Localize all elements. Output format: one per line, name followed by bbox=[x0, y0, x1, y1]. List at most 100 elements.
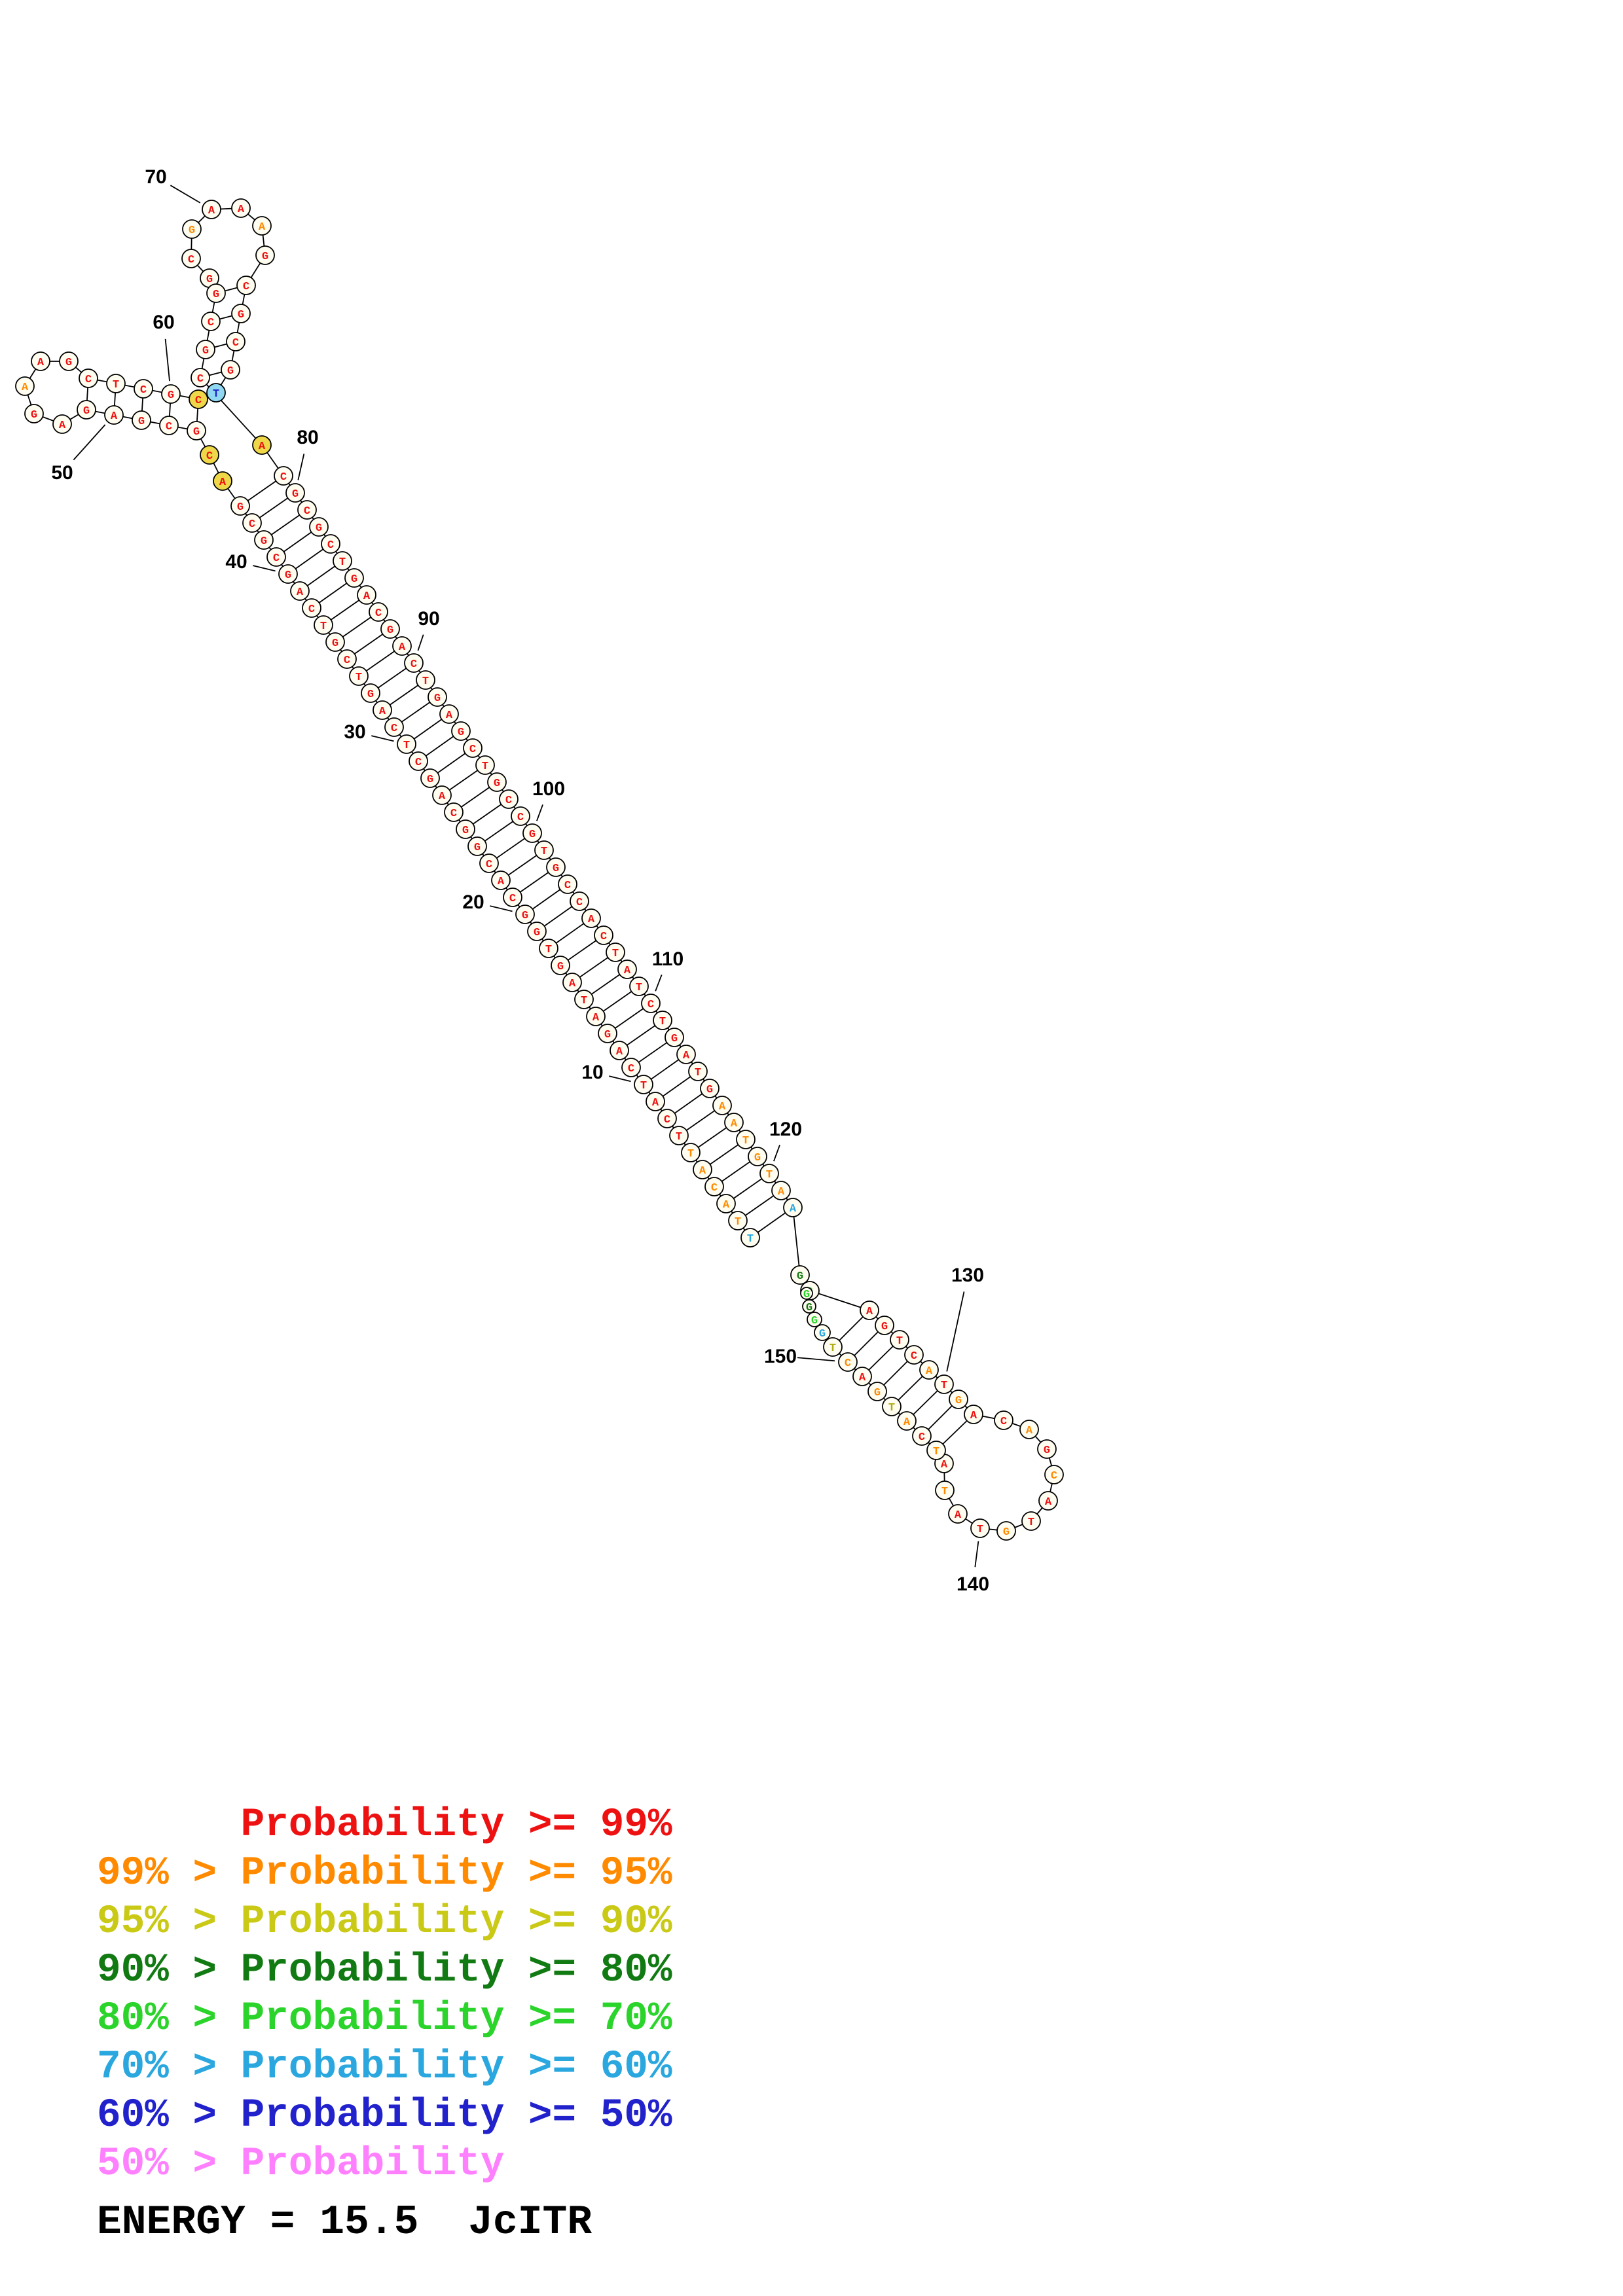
nucleotide: G bbox=[487, 772, 507, 792]
nucleotide-letter: G bbox=[332, 637, 338, 650]
nucleotide-letter: G bbox=[529, 829, 536, 841]
nucleotide: G bbox=[196, 340, 215, 359]
nucleotide-letter: C bbox=[273, 552, 280, 565]
nucleotide: G bbox=[546, 857, 566, 877]
position-label: 70 bbox=[145, 166, 166, 188]
nucleotide-letter: C bbox=[517, 812, 524, 824]
nucleotide: T bbox=[736, 1130, 756, 1149]
nucleotide: C bbox=[479, 853, 499, 873]
nucleotide-letter: C bbox=[280, 471, 287, 484]
nucleotide: G bbox=[187, 421, 206, 440]
nucleotides: TTACATTCATCAGATAGTGGCACGGCAGCTCAGTCGTCAG… bbox=[15, 198, 1064, 1541]
nucleotide-letter: G bbox=[285, 569, 291, 582]
nucleotide: C bbox=[274, 466, 293, 486]
nucleotide-letter: A bbox=[719, 1101, 726, 1113]
nucleotide: T bbox=[759, 1164, 779, 1183]
nucleotide-letter: C bbox=[375, 607, 382, 620]
nucleotide-letter: A bbox=[238, 204, 245, 216]
nucleotide-letter: T bbox=[403, 740, 410, 752]
nucleotide-letter: G bbox=[474, 842, 481, 854]
nucleotide: G bbox=[522, 823, 542, 843]
nucleotide-letter: C bbox=[410, 658, 417, 671]
nucleotide: C bbox=[159, 416, 179, 435]
nucleotide-letter: C bbox=[206, 450, 213, 463]
nucleotide: G bbox=[278, 564, 298, 584]
nucleotide-letter: A bbox=[446, 709, 453, 722]
nucleotide: A bbox=[357, 585, 376, 605]
nucleotide: C bbox=[657, 1109, 677, 1128]
nucleotide-letter: C bbox=[304, 505, 310, 518]
nucleotide: C bbox=[558, 874, 577, 894]
nucleotide-letter: A bbox=[683, 1050, 690, 1062]
nucleotide: T bbox=[416, 670, 435, 690]
nucleotide-letter: A bbox=[111, 410, 118, 423]
nucleotide-letter: C bbox=[600, 931, 607, 943]
nucleotide-letter: C bbox=[628, 1063, 634, 1075]
nucleotide-letter: T bbox=[941, 1380, 947, 1392]
nucleotide: A bbox=[52, 414, 72, 434]
position-label: 110 bbox=[652, 948, 684, 970]
nucleotide-letter: G bbox=[434, 692, 441, 705]
nucleotide-letter: C bbox=[188, 254, 194, 266]
nucleotide-letter: G bbox=[534, 927, 540, 939]
nucleotide: T bbox=[669, 1126, 689, 1145]
nucleotide-letter: T bbox=[612, 948, 619, 960]
nucleotide-letter: G bbox=[292, 488, 299, 501]
nucleotide: C bbox=[444, 802, 464, 822]
nucleotide-letter: G bbox=[494, 778, 500, 790]
nucleotide-letter: C bbox=[450, 808, 457, 820]
nucleotide-letter: G bbox=[797, 1270, 803, 1283]
nucleotide-letter: A bbox=[859, 1372, 866, 1384]
nucleotide: A bbox=[676, 1045, 696, 1064]
nucleotide-letter: G bbox=[427, 774, 433, 786]
nucleotide-letter: T bbox=[213, 388, 219, 401]
nucleotide: C bbox=[191, 368, 210, 387]
nucleotide: T bbox=[629, 977, 649, 996]
nucleotide: A bbox=[432, 785, 452, 805]
nucleotide: C bbox=[236, 276, 256, 295]
nucleotide: A bbox=[213, 471, 232, 491]
nucleotide: A bbox=[439, 704, 459, 724]
nucleotide-letter: G bbox=[462, 825, 469, 837]
nucleotide: C bbox=[181, 249, 201, 268]
nucleotide-letter: C bbox=[85, 374, 92, 386]
nucleotide: G bbox=[665, 1028, 684, 1047]
nucleotide: A bbox=[586, 1007, 606, 1026]
nucleotide: T bbox=[890, 1330, 909, 1350]
nucleotide: A bbox=[771, 1181, 791, 1200]
nucleotide: C bbox=[266, 547, 286, 567]
nucleotide-letter: T bbox=[659, 1016, 666, 1028]
nucleotide-letter: C bbox=[344, 655, 350, 667]
nucleotide-letter: G bbox=[193, 426, 200, 439]
nucleotide-letter: G bbox=[237, 501, 244, 514]
nucleotide-letter: G bbox=[206, 274, 213, 286]
nucleotide-letter: A bbox=[588, 914, 595, 926]
position-label: 60 bbox=[153, 312, 174, 333]
nucleotide: G bbox=[325, 632, 345, 652]
nucleotide: T bbox=[688, 1062, 708, 1081]
nucleotide: G bbox=[996, 1521, 1016, 1541]
nucleotide-letter: C bbox=[208, 317, 214, 329]
nucleotide: T bbox=[475, 755, 495, 775]
nucleotide: C bbox=[321, 534, 340, 554]
nucleotide: G bbox=[802, 1299, 816, 1314]
nucleotide: G bbox=[451, 721, 471, 741]
nucleotide-letter: C bbox=[919, 1431, 925, 1444]
nucleotide: G bbox=[1037, 1439, 1057, 1459]
nucleotide: C bbox=[189, 389, 208, 409]
nucleotide-letter: C bbox=[327, 539, 334, 552]
nucleotide: T bbox=[634, 1075, 653, 1094]
nucleotide: G bbox=[254, 530, 274, 550]
nucleotide-letter: G bbox=[881, 1321, 888, 1333]
legend-line: 95% > Probability >= 90% bbox=[97, 1899, 672, 1945]
nucleotide: A bbox=[1038, 1491, 1058, 1511]
nucleotide: C bbox=[994, 1410, 1013, 1430]
nucleotide-letter: T bbox=[747, 1233, 754, 1246]
nucleotide: C bbox=[79, 368, 98, 388]
nucleotide: C bbox=[242, 513, 262, 533]
nucleotide: A bbox=[897, 1411, 917, 1431]
nucleotide-letter: C bbox=[166, 421, 172, 433]
nucleotide: T bbox=[740, 1228, 760, 1247]
